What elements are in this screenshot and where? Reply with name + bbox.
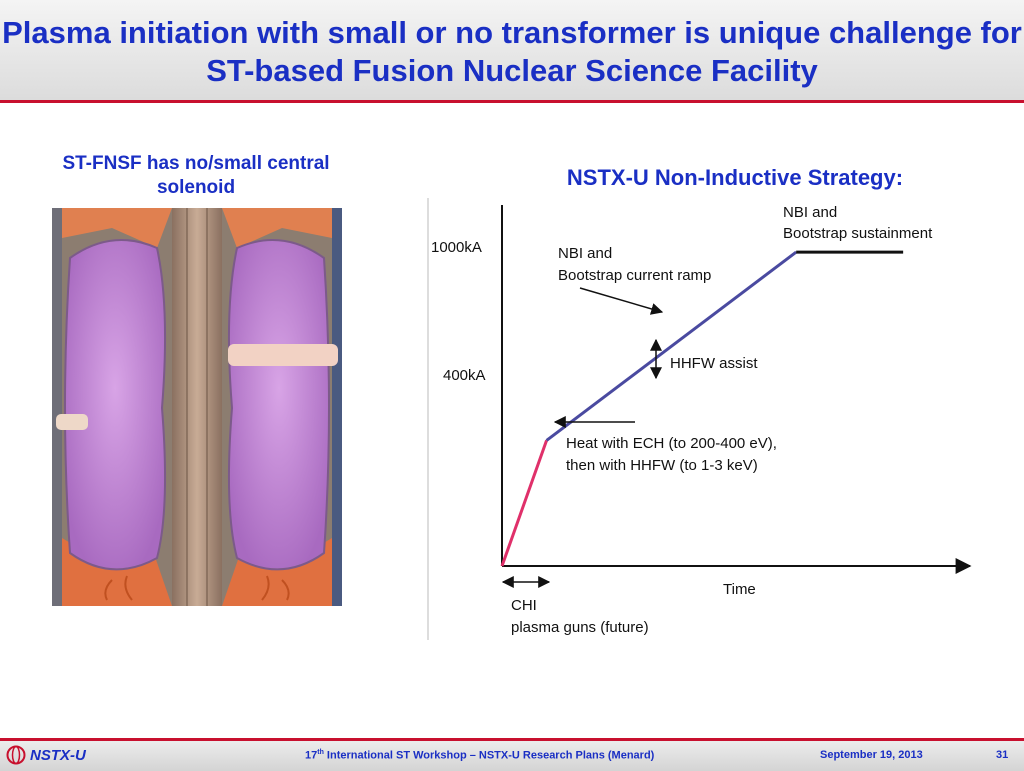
header-bar: Plasma initiation with small or no trans… bbox=[0, 0, 1024, 103]
annotation-ramp-line2: Bootstrap current ramp bbox=[558, 267, 711, 284]
meeting-suffix: th bbox=[317, 749, 324, 756]
annotation-heat-line1: Heat with ECH (to 200-400 eV), bbox=[566, 435, 777, 452]
footer-date: September 19, 2013 bbox=[820, 749, 923, 761]
page-number: 31 bbox=[996, 749, 1009, 761]
right-caption: NSTX-U Non-Inductive Strategy: bbox=[566, 165, 904, 190]
annotation-chi-line2: plasma guns (future) bbox=[511, 619, 649, 636]
annotation-chi-line1: CHI bbox=[511, 597, 537, 614]
annotation-sustain-line2: Bootstrap sustainment bbox=[783, 225, 933, 242]
y-tick-400: 400kA bbox=[443, 367, 486, 384]
x-axis-label: Time bbox=[723, 581, 756, 598]
slide-title: Plasma initiation with small or no trans… bbox=[2, 15, 1022, 88]
annotation-hhfw: HHFW assist bbox=[670, 355, 758, 372]
annotation-heat-line2: then with HHFW (to 1-3 keV) bbox=[566, 457, 758, 474]
nstx-logo-icon bbox=[6, 745, 26, 765]
meeting-title: International ST Workshop – NSTX-U Resea… bbox=[323, 749, 655, 762]
meeting-number: 17 bbox=[305, 749, 318, 762]
series-line-1 bbox=[545, 250, 798, 442]
annotation-ramp-line1: NBI and bbox=[558, 245, 612, 262]
annotation-sustain-line1: NBI and bbox=[783, 204, 837, 221]
series-line-0 bbox=[500, 439, 548, 567]
footer-logo-text: NSTX-U bbox=[30, 747, 86, 764]
y-tick-1000: 1000kA bbox=[431, 239, 482, 256]
tokamak-render-image bbox=[52, 208, 342, 606]
footer-bar: NSTX-U 17th International ST Workshop – … bbox=[0, 738, 1024, 771]
footer-meeting: 17th International ST Workshop – NSTX-U … bbox=[305, 749, 654, 762]
left-caption: ST-FNSF has no/small central solenoid bbox=[62, 153, 330, 198]
ramp-arrow bbox=[579, 287, 664, 315]
strategy-chart: 1000kA 400kA Time NBI and Bootstrap sust… bbox=[427, 198, 972, 640]
